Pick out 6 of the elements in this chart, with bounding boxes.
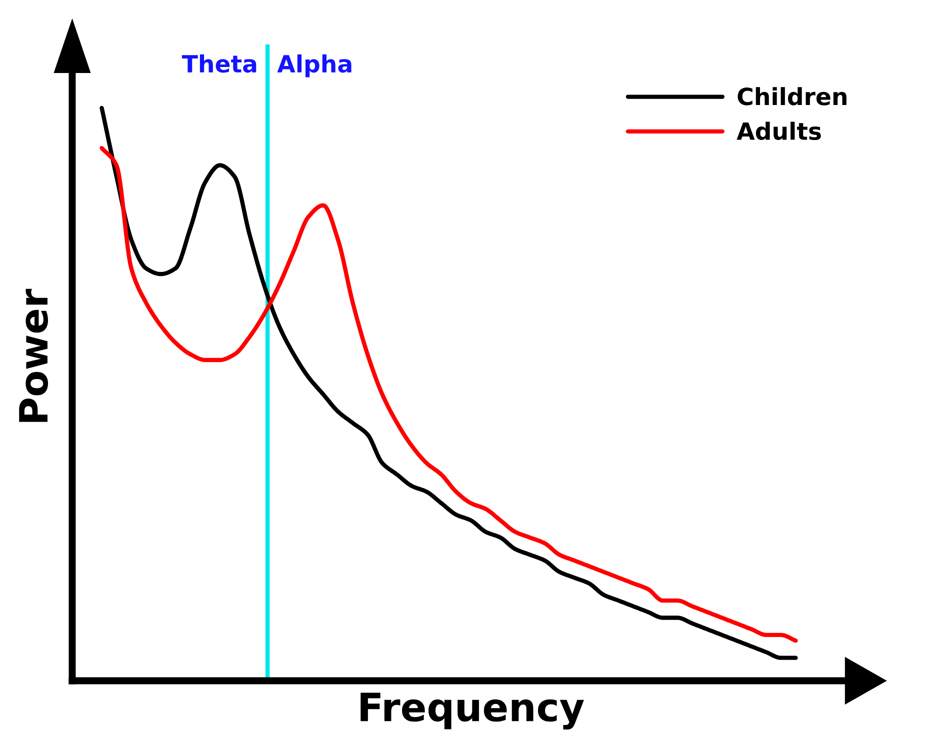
y-axis-title: Power bbox=[19, 288, 48, 422]
legend-label: Adults bbox=[736, 122, 821, 140]
text: Theta bbox=[182, 54, 256, 73]
legend-label: Children bbox=[738, 87, 846, 106]
x-axis-title: Frequency bbox=[360, 692, 584, 730]
text: Alpha bbox=[277, 54, 352, 78]
